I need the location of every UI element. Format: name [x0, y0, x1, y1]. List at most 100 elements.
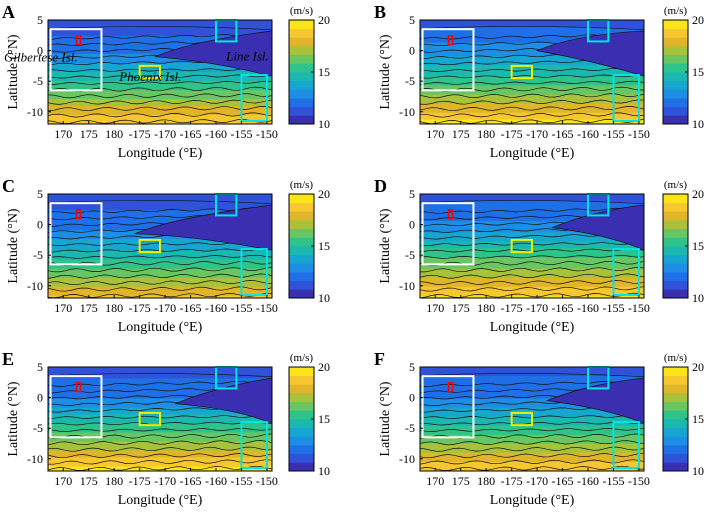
- field-band: [420, 85, 644, 89]
- field-band: [420, 391, 644, 395]
- colorbar-unit: (m/s): [290, 179, 314, 191]
- colorbar-segment: [289, 445, 314, 455]
- colorbar-tick-label: 20: [318, 360, 330, 374]
- x-tick-label: -155: [602, 127, 624, 141]
- x-tick-label: -175: [501, 127, 523, 141]
- field-band: [48, 380, 272, 384]
- y-tick-label: 0: [37, 218, 43, 232]
- field-band: [48, 40, 272, 44]
- field-band: [48, 391, 272, 395]
- colorbar-segment: [289, 254, 314, 264]
- weak-wind-tongue: [134, 204, 272, 251]
- field-band: [48, 398, 272, 402]
- contour-line: [48, 118, 272, 124]
- contour-line: [420, 207, 644, 214]
- field-band: [48, 405, 272, 409]
- field-band: [420, 409, 644, 413]
- axes-frame: [419, 193, 645, 299]
- region-box: [421, 375, 475, 439]
- field-band: [420, 373, 644, 377]
- field-band: [420, 51, 644, 55]
- contour-line: [420, 254, 644, 259]
- colorbar-segment: [663, 410, 688, 420]
- colorbar-segment: [663, 228, 688, 238]
- x-axis-label: Longitude (°E): [118, 493, 203, 508]
- field-band: [420, 53, 644, 57]
- field-band: [420, 266, 644, 270]
- x-tick-label: -160: [205, 127, 227, 141]
- field-band: [420, 212, 644, 215]
- x-tick-label: -170: [526, 474, 548, 488]
- contour-line: [48, 428, 272, 432]
- colorbar-segment: [289, 89, 314, 99]
- field-band: [48, 85, 272, 89]
- field-band: [48, 279, 272, 283]
- region-box: [75, 35, 82, 46]
- field-band: [420, 119, 644, 123]
- colorbar-segment: [289, 419, 314, 429]
- map-field: [420, 367, 644, 471]
- field-band: [420, 257, 644, 261]
- colorbar-segment: [289, 393, 314, 403]
- field-band: [420, 218, 644, 222]
- colorbar-segment: [289, 246, 314, 256]
- field-band: [420, 94, 644, 98]
- x-tick-label: 180: [105, 301, 123, 315]
- field-band: [48, 389, 272, 393]
- region-box: [240, 248, 268, 296]
- x-tick-label: -160: [205, 301, 227, 315]
- contour-line: [48, 280, 272, 286]
- region-box: [49, 28, 103, 92]
- colorbar-tick-label: 10: [318, 291, 330, 305]
- field-band: [420, 56, 644, 60]
- colorbar-segment: [289, 202, 314, 212]
- field-band: [420, 459, 644, 463]
- field-band: [48, 221, 272, 224]
- field-band: [48, 461, 272, 465]
- y-tick-label: 5: [409, 187, 415, 201]
- field-band: [48, 29, 272, 32]
- colorbar-segment: [663, 211, 688, 221]
- field-band: [48, 119, 272, 123]
- contour-line: [420, 380, 644, 387]
- contour-line: [420, 99, 644, 105]
- field-band: [48, 207, 272, 211]
- field-band: [48, 209, 272, 213]
- field-band: [420, 378, 644, 382]
- colorbar-segment: [289, 20, 314, 30]
- field-band: [420, 114, 644, 118]
- field-band: [420, 259, 644, 263]
- y-axis-label: Latitude (°N): [6, 34, 21, 110]
- x-tick-label: 170: [54, 474, 72, 488]
- annotation-line: Line Isl.: [225, 48, 269, 63]
- colorbar-segment: [289, 453, 314, 463]
- field-band: [48, 87, 272, 91]
- field-band: [420, 434, 644, 438]
- field-band: [420, 26, 644, 30]
- colorbar-segment: [663, 263, 688, 273]
- field-band: [48, 26, 272, 30]
- field-band: [48, 439, 272, 443]
- colorbar-segment: [289, 427, 314, 437]
- region-box: [447, 35, 454, 46]
- contour-line: [420, 286, 644, 292]
- field-band: [420, 452, 644, 456]
- region-box: [612, 74, 640, 122]
- colorbar-segment: [663, 63, 688, 73]
- colorbar-tick-label: 10: [692, 291, 704, 305]
- colorbar-segment: [663, 280, 688, 290]
- colorbar-tick-label: 20: [692, 13, 704, 27]
- contour-line: [48, 459, 272, 465]
- colorbar-segment: [289, 28, 314, 38]
- field-band: [48, 286, 272, 290]
- map-field: [48, 20, 272, 124]
- field-band: [420, 396, 644, 400]
- x-tick-label: -160: [577, 127, 599, 141]
- field-band: [420, 103, 644, 107]
- colorbar-tick-label: 15: [692, 412, 704, 426]
- x-tick-label: -155: [230, 474, 252, 488]
- field-band: [420, 99, 644, 102]
- colorbar-segment: [289, 228, 314, 238]
- field-band: [48, 51, 272, 55]
- field-band: [48, 291, 272, 295]
